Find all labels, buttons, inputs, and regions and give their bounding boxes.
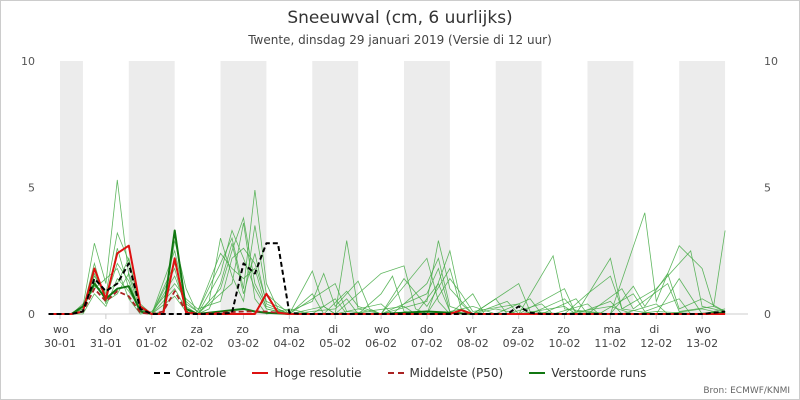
- x-tick-date: 10-02: [549, 337, 581, 350]
- x-tick-weekday: ma: [282, 323, 299, 336]
- y-tick-label-left: 10: [21, 55, 35, 68]
- x-tick-weekday: wo: [53, 323, 69, 336]
- x-tick-date: 02-02: [182, 337, 214, 350]
- day-band: [495, 61, 542, 314]
- y-tick-label-right: 5: [764, 182, 771, 195]
- legend-item-middelste: Middelste (P50): [387, 366, 504, 380]
- x-tick-date: 07-02: [411, 337, 443, 350]
- x-tick-weekday: za: [512, 323, 525, 336]
- x-tick-date: 05-02: [319, 337, 351, 350]
- x-tick-weekday: vr: [145, 323, 157, 336]
- legend-swatch: [153, 372, 170, 374]
- x-tick-date: 11-02: [594, 337, 626, 350]
- series-line-hoge-resolutie: [48, 244, 726, 315]
- x-tick-date: 12-02: [640, 337, 672, 350]
- legend-label: Verstoorde runs: [551, 366, 647, 380]
- x-tick-date: 09-02: [503, 337, 535, 350]
- ensemble-member-line: [48, 247, 726, 315]
- x-tick-weekday: ma: [603, 323, 620, 336]
- y-tick-label-right: 10: [764, 55, 778, 68]
- source-credit: Bron: ECMWF/KNMI: [703, 386, 790, 396]
- legend-swatch: [529, 372, 546, 374]
- day-band: [587, 61, 634, 314]
- legend-label: Hoge resolutie: [274, 366, 362, 380]
- x-tick-date: 04-02: [273, 337, 305, 350]
- x-tick-date: 13-02: [686, 337, 718, 350]
- legend-item-controle: Controle: [153, 366, 227, 380]
- ensemble-member-line: [48, 225, 726, 315]
- day-band: [312, 61, 359, 314]
- x-tick-weekday: zo: [236, 323, 249, 336]
- series-line-middelste: [48, 287, 726, 315]
- x-tick-weekday: di: [328, 323, 338, 336]
- legend-swatch: [387, 372, 404, 374]
- legend-item-hoge-resolutie: Hoge resolutie: [252, 366, 362, 380]
- x-tick-date: 08-02: [457, 337, 489, 350]
- x-tick-date: 31-01: [90, 337, 122, 350]
- chart-legend: Controle Hoge resolutie Middelste (P50) Ver…: [0, 366, 800, 380]
- x-tick-weekday: di: [649, 323, 659, 336]
- x-tick-date: 01-02: [136, 337, 168, 350]
- legend-label: Controle: [175, 366, 227, 380]
- legend-swatch: [252, 372, 269, 374]
- x-tick-weekday: do: [420, 323, 434, 336]
- day-band: [60, 61, 83, 314]
- y-tick-label-left: 0: [28, 308, 35, 321]
- legend-label: Middelste (P50): [409, 366, 504, 380]
- x-tick-weekday: zo: [558, 323, 571, 336]
- x-tick-weekday: wo: [695, 323, 711, 336]
- y-tick-label-left: 5: [28, 182, 35, 195]
- day-band: [679, 61, 726, 314]
- chart-subtitle: Twente, dinsdag 29 januari 2019 (Versie …: [248, 33, 552, 47]
- x-tick-date: 03-02: [227, 337, 259, 350]
- x-tick-weekday: do: [99, 323, 113, 336]
- series-line-controle: [48, 242, 726, 315]
- y-tick-label-right: 0: [764, 308, 771, 321]
- x-tick-weekday: vr: [466, 323, 478, 336]
- ensemble-member-line: [48, 243, 726, 315]
- chart-title: Sneeuwval (cm, 6 uurlijks): [287, 8, 513, 28]
- x-tick-date: 06-02: [365, 337, 397, 350]
- x-tick-weekday: za: [191, 323, 204, 336]
- x-tick-weekday: wo: [374, 323, 390, 336]
- legend-item-verstoorde-runs: Verstoorde runs: [529, 366, 646, 380]
- x-tick-date: 30-01: [44, 337, 76, 350]
